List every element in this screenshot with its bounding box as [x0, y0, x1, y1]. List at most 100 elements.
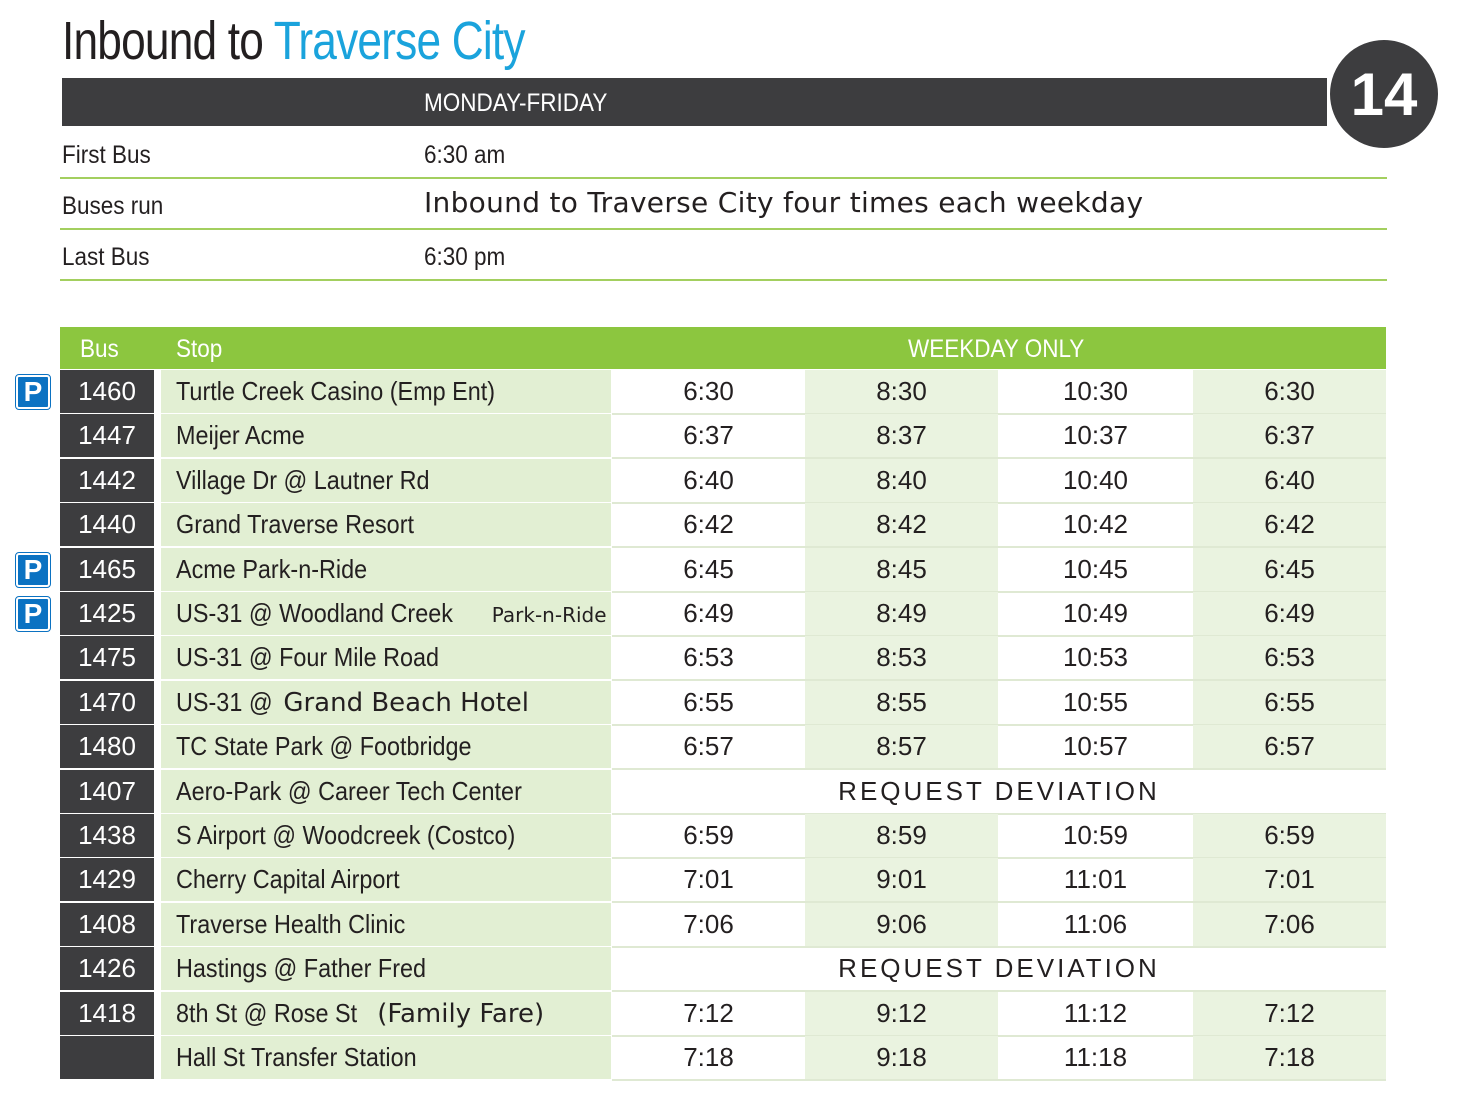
departure-time-4: 6:57 — [1193, 725, 1386, 768]
request-deviation-note: REQUEST DEVIATION — [838, 953, 1160, 983]
info-row-last-bus: Last Bus 6:30 pm — [60, 231, 1387, 281]
row-divider — [612, 413, 1386, 415]
row-divider — [612, 679, 1386, 681]
departure-time-3: 10:55 — [1062, 687, 1129, 717]
header-stop: Stop — [176, 335, 223, 363]
row-divider — [612, 857, 1386, 859]
departure-time-2: 8:45 — [805, 548, 998, 591]
table-row: 1429 Cherry Capital Airport 7:01 9:01 11:01 7… — [60, 858, 1386, 903]
schedule-days-label: MONDAY-FRIDAY — [424, 89, 608, 117]
table-row: 1480 TC State Park @ Footbridge 6:57 8:57 10… — [60, 725, 1386, 770]
departure-time-1: 6:37 — [683, 420, 734, 450]
stop-name-cell: 8th St @ Rose St (Family Fare) — [161, 992, 611, 1035]
table-row: 1465 Acme Park-n-Ride 6:45 8:45 10:45 6:45 — [60, 548, 1386, 593]
table-header: Bus Stop WEEKDAY ONLY — [60, 327, 1386, 369]
stop-name: Aero-Park @ Career Tech Center — [176, 776, 522, 806]
park-and-ride-icon: P — [15, 374, 51, 410]
departure-time-2: 8:37 — [805, 414, 998, 457]
park-and-ride-icon: P — [15, 596, 51, 632]
departure-time-3: 10:40 — [1062, 465, 1129, 495]
table-row: 1438 S Airport @ Woodcreek (Costco) 6:59 8:… — [60, 814, 1386, 859]
departure-time-4: 7:12 — [1193, 992, 1386, 1035]
departure-time-3: 11:01 — [1063, 864, 1128, 894]
stop-name-cell: Village Dr @ Lautner Rd — [161, 459, 611, 502]
departure-time-4: 7:18 — [1193, 1036, 1386, 1079]
stop-name-cell: US-31 @ Grand Beach Hotel — [161, 681, 611, 724]
departure-time-4: 6:45 — [1193, 548, 1386, 591]
bus-stop-id: 1475 — [60, 636, 154, 679]
table-row: 1418 8th St @ Rose St (Family Fare) 7:12 9:… — [60, 992, 1386, 1037]
stop-name-cell: Hall St Transfer Station — [161, 1036, 611, 1079]
bus-stop-id: 1470 — [60, 681, 154, 724]
departure-time-3: 11:12 — [1063, 998, 1128, 1028]
stop-name: US-31 @ Woodland Creek — [176, 598, 453, 628]
bus-stop-id: 1447 — [60, 414, 154, 457]
stop-name-cell: Cherry Capital Airport — [161, 858, 611, 901]
departure-time-4: 6:53 — [1193, 636, 1386, 679]
departure-time-4: 6:59 — [1193, 814, 1386, 857]
bus-stop-id: 1480 — [60, 725, 154, 768]
header-bus: Bus — [80, 335, 119, 363]
info-label: Last Bus — [62, 243, 150, 271]
bus-stop-id: 1426 — [60, 947, 154, 990]
stop-name-suffix: Park-n-Ride — [491, 603, 607, 627]
departure-time-1: 6:55 — [683, 687, 734, 717]
departure-time-4: 6:49 — [1193, 592, 1386, 635]
bus-stop-id: 1440 — [60, 503, 154, 546]
stop-name-cell: Meijer Acme — [161, 414, 611, 457]
bus-stop-id: 1425 — [60, 592, 154, 635]
departure-time-4: 7:06 — [1193, 903, 1386, 946]
departure-time-3: 11:06 — [1063, 909, 1128, 939]
info-label: Buses run — [62, 192, 164, 220]
table-row: 1425 US-31 @ Woodland Creek Park-n-Ride 6:4… — [60, 592, 1386, 637]
stop-name: US-31 @ — [176, 687, 273, 717]
departure-time-2: 8:57 — [805, 725, 998, 768]
row-divider — [612, 635, 1386, 637]
row-divider — [612, 946, 1386, 948]
stop-name-cell: Aero-Park @ Career Tech Center — [161, 770, 611, 813]
stop-name-cell: Grand Traverse Resort — [161, 503, 611, 546]
route-number-badge: 14 — [1324, 34, 1444, 154]
departure-time-4: 6:55 — [1193, 681, 1386, 724]
header-weekday-only: WEEKDAY ONLY — [908, 335, 1085, 363]
table-row: Hall St Transfer Station 7:18 9:18 11:18 7:1… — [60, 1036, 1386, 1081]
stop-name-extra: (Family Fare) — [377, 999, 545, 1029]
departure-time-1: 7:12 — [683, 998, 734, 1028]
departure-time-4: 6:40 — [1193, 459, 1386, 502]
bus-stop-id: 1438 — [60, 814, 154, 857]
departure-time-1: 6:42 — [683, 509, 734, 539]
row-divider — [612, 813, 1386, 815]
stop-name: Hall St Transfer Station — [176, 1042, 417, 1072]
info-label: First Bus — [62, 141, 151, 169]
row-divider — [612, 724, 1386, 726]
stop-name-cell: Turtle Creek Casino (Emp Ent) — [161, 370, 611, 413]
info-row-buses-run: Buses run Inbound to Traverse City four … — [60, 180, 1387, 230]
departure-time-2: 8:30 — [805, 370, 998, 413]
departure-time-3: 10:37 — [1062, 420, 1129, 450]
departure-time-3: 10:45 — [1062, 554, 1129, 584]
stop-name-cell: Acme Park-n-Ride — [161, 548, 611, 591]
row-divider — [612, 591, 1386, 593]
row-divider — [612, 990, 1386, 992]
stop-name: Turtle Creek Casino (Emp Ent) — [176, 376, 496, 406]
row-divider — [612, 901, 1386, 903]
table-row: 1442 Village Dr @ Lautner Rd 6:40 8:40 10:40… — [60, 459, 1386, 504]
departure-time-3: 10:53 — [1062, 642, 1129, 672]
row-divider — [612, 502, 1386, 504]
table-row: 1440 Grand Traverse Resort 6:42 8:42 10:42 6:… — [60, 503, 1386, 548]
departure-time-2: 9:01 — [805, 858, 998, 901]
table-row: 1470 US-31 @ Grand Beach Hotel 6:55 8:55 10:… — [60, 681, 1386, 726]
info-row-first-bus: First Bus 6:30 am — [60, 129, 1387, 179]
bus-stop-id: 1429 — [60, 858, 154, 901]
departure-time-2: 8:42 — [805, 503, 998, 546]
table-row: 1460 Turtle Creek Casino (Emp Ent) 6:30 8:3… — [60, 370, 1386, 415]
info-value: 6:30 am — [424, 141, 506, 169]
stop-name: Hastings @ Father Fred — [176, 953, 427, 983]
departure-time-2: 9:18 — [805, 1036, 998, 1079]
table-row: 1426 Hastings @ Father Fred REQUEST DEVIAT… — [60, 947, 1386, 992]
title-highlight: Traverse City — [273, 11, 526, 71]
table-row: 1475 US-31 @ Four Mile Road 6:53 8:53 10:53 6… — [60, 636, 1386, 681]
table-row: 1447 Meijer Acme 6:37 8:37 10:37 6:37 — [60, 414, 1386, 459]
departure-time-2: 9:12 — [805, 992, 998, 1035]
stop-name: Grand Traverse Resort — [176, 509, 414, 539]
